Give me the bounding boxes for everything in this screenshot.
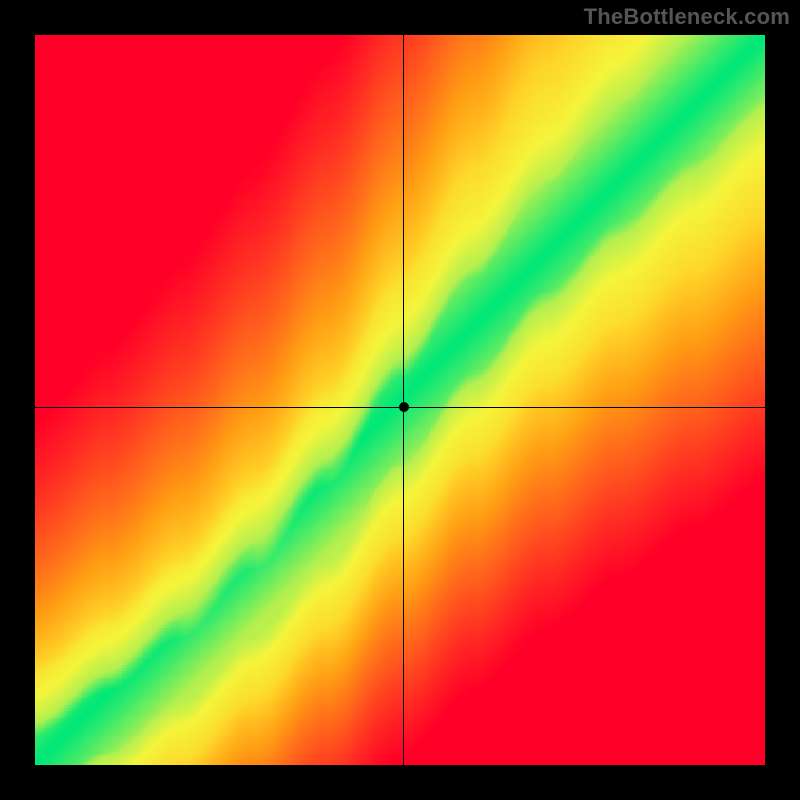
crosshair-marker [399, 402, 409, 412]
chart-container: TheBottleneck.com [0, 0, 800, 800]
heatmap-plot [35, 35, 765, 765]
crosshair-vertical [403, 35, 404, 765]
watermark-text: TheBottleneck.com [584, 4, 790, 30]
heatmap-canvas [35, 35, 765, 765]
